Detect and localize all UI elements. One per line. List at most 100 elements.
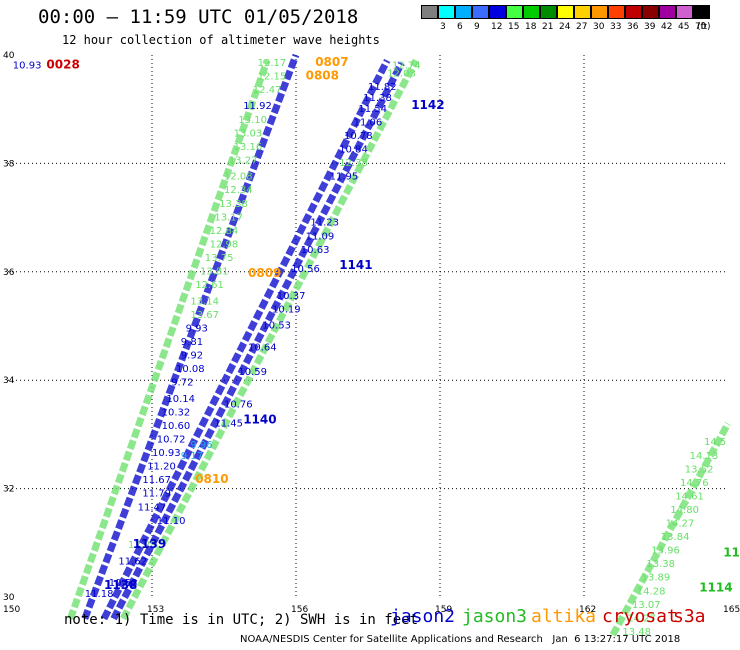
scale-label: 9 <box>474 22 480 32</box>
wave-height-reading: 11.06 <box>354 117 383 128</box>
wave-height-reading: 12.17 <box>258 58 287 69</box>
scale-swatch <box>455 5 472 19</box>
wave-height-reading: 12.98 <box>210 239 239 250</box>
wave-height-reading: 12.28 <box>128 540 157 551</box>
wave-height-reading: 12.38 <box>339 158 368 169</box>
lat-tick-label: 32 <box>3 485 14 495</box>
wave-height-reading: 10.08 <box>176 364 205 375</box>
pass-time-label: 0809 <box>248 266 281 280</box>
wave-height-reading: 11.38 <box>363 93 392 104</box>
pass-time-label: 1138 <box>104 578 137 592</box>
scale-swatch <box>438 5 455 19</box>
wave-height-reading: 9.81 <box>181 337 203 348</box>
wave-height-reading: 13.10 <box>238 115 267 126</box>
lon-tick-label: 153 <box>147 605 164 615</box>
scale-swatch <box>608 5 625 19</box>
wave-height-reading: 11.09 <box>306 231 335 242</box>
lon-tick-label: 159 <box>435 605 452 615</box>
wave-height-reading: 10.32 <box>162 407 191 418</box>
page-subtitle: 12 hour collection of altimeter wave hei… <box>62 33 380 47</box>
wave-height-reading: 11.10 <box>157 516 186 527</box>
pass-time-label: 0810 <box>195 472 228 486</box>
lon-tick-label: 165 <box>723 605 740 615</box>
wave-height-reading: 11.45 <box>214 418 243 429</box>
scale-label: 27 <box>576 22 588 32</box>
pass-time-label: 0808 <box>306 68 339 82</box>
pass-time-label: 1141 <box>339 258 372 272</box>
wave-height-reading: 10.59 <box>238 367 267 378</box>
page-title: 00:00 — 11:59 UTC 01/05/2018 <box>38 6 359 28</box>
wave-height-reading: 10.53 <box>109 578 138 589</box>
pass-time-label: 1139 <box>133 537 166 551</box>
wave-height-reading: 14.61 <box>675 491 704 502</box>
wave-height-reading: 14.80 <box>670 505 699 516</box>
scale-swatch <box>676 5 693 19</box>
scale-label: 6 <box>457 22 463 32</box>
scale-label: 39 <box>644 22 656 32</box>
legend-jason3: jason3 <box>462 606 528 627</box>
wave-height-reading: 13.38 <box>219 199 248 210</box>
wave-height-reading: 13.89 <box>642 573 671 584</box>
wave-height-reading: 12.03 <box>387 69 416 80</box>
pass-time-label: 1142 <box>411 98 444 112</box>
wave-height-reading: 14.28 <box>637 586 666 597</box>
satellite-track <box>67 59 271 620</box>
wave-height-reading: 11.20 <box>147 462 176 473</box>
wave-height-reading: 13.03 <box>234 128 263 139</box>
satellite-track <box>120 58 420 621</box>
footer-credit: NOAA/NESDIS Center for Satellite Applica… <box>240 634 681 645</box>
scale-label: 15 <box>508 22 520 32</box>
wave-height-reading: 11.67 <box>142 475 171 486</box>
satellite-track <box>609 421 732 637</box>
wave-height-reading: 13.81 <box>200 267 229 278</box>
wave-height-reading: 13.38 <box>646 559 675 570</box>
lat-tick-label: 30 <box>3 593 15 603</box>
wave-height-reading: 10.19 <box>272 304 301 315</box>
wave-height-reading: 14.13 <box>690 451 719 462</box>
legend-s3a: s3a <box>673 606 706 627</box>
wave-height-reading: 13.96 <box>651 546 680 557</box>
wave-height-reading: 9.72 <box>171 378 193 389</box>
wave-height-reading: 10.14 <box>166 394 195 405</box>
scale-label: 24 <box>559 22 571 32</box>
wave-height-reading: 11.47 <box>138 502 167 513</box>
lon-tick-label: 150 <box>3 605 20 615</box>
wave-height-reading: 13.16 <box>234 142 263 153</box>
scale-swatch <box>421 5 438 19</box>
wave-height-reading: 12.61 <box>195 280 224 291</box>
wave-height-reading: 11.92 <box>243 101 272 112</box>
legend-altika: altika <box>531 606 597 627</box>
scale-swatch <box>574 5 591 19</box>
wave-height-reading: 12.84 <box>210 226 239 237</box>
wave-height-reading: 14.27 <box>666 519 695 530</box>
lat-tick-label: 34 <box>3 376 15 386</box>
wave-height-reading: 13.75 <box>205 253 234 264</box>
scale-label: 12 <box>491 22 503 32</box>
scale-swatch <box>489 5 506 19</box>
wave-height-reading: 11.18 <box>85 589 114 600</box>
pass-time-label: 1140 <box>243 413 276 427</box>
scale-label: 21 <box>542 22 554 32</box>
wave-height-reading: 13.17 <box>214 212 243 223</box>
satellite-track <box>81 53 300 620</box>
wave-height-reading: 10.56 <box>291 264 320 275</box>
scale-label: 45 <box>678 22 690 32</box>
wave-height-reading: 9.92 <box>181 351 203 362</box>
wave-height-reading: 9.93 <box>186 323 208 334</box>
satellite-track <box>110 61 405 621</box>
wave-height-reading: 10.78 <box>344 131 373 142</box>
wave-height-reading: 13.07 <box>632 600 661 611</box>
wave-height-reading: 12.34 <box>224 185 253 196</box>
wave-height-reading: 13.52 <box>685 464 714 475</box>
scale-label: 42 <box>661 22 673 32</box>
scale-label: 70 <box>695 22 707 32</box>
wave-height-reading: 11.95 <box>330 172 359 183</box>
wave-height-reading: 12.15 <box>258 71 287 82</box>
wave-height-reading: 11.23 <box>310 218 339 229</box>
pass-time-label: 1114 <box>699 581 732 595</box>
legend-cryosat: cryosat <box>602 606 678 627</box>
wave-height-reading: 10.84 <box>339 145 368 156</box>
scale-swatch <box>523 5 540 19</box>
wave-height-reading: 10.37 <box>277 291 306 302</box>
